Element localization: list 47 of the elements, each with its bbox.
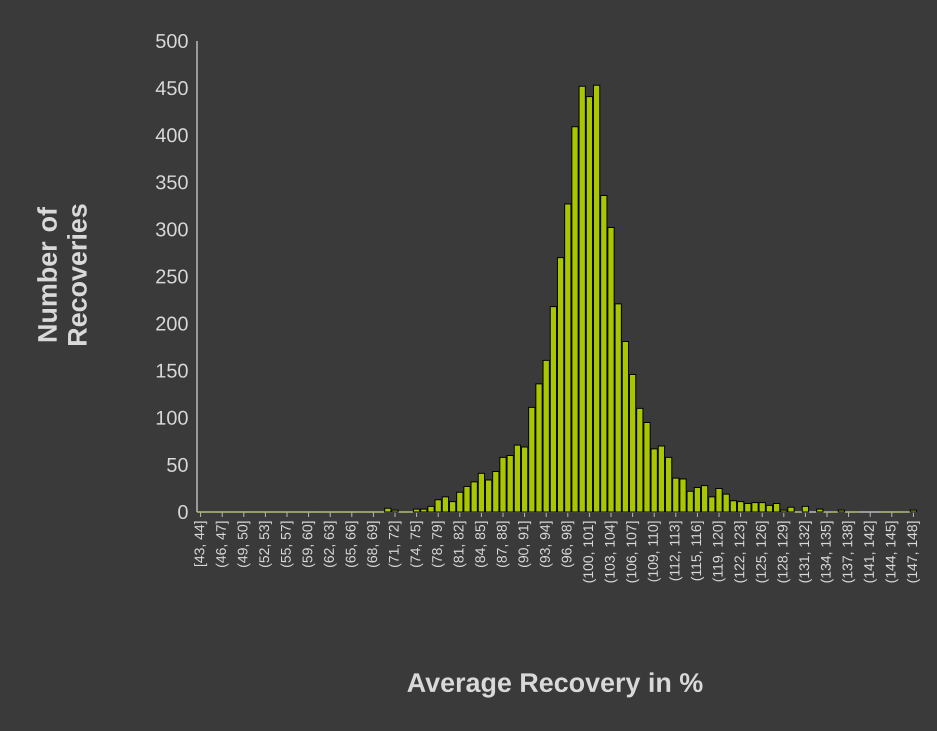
x-tick-label: (71, 72]	[388, 522, 402, 567]
y-tick-label: 200	[156, 316, 188, 331]
x-tick-label: (81, 82]	[453, 522, 466, 567]
y-tick-label: 150	[156, 364, 188, 378]
x-tick-label: (78, 79]	[432, 522, 445, 567]
x-tick-label: (141, 142]	[864, 522, 877, 582]
x-tick-label: (90, 91]	[518, 522, 532, 567]
y-tick-label: 500	[156, 34, 188, 48]
x-tick-label: (59, 60]	[302, 522, 316, 567]
x-tick-label: (100, 101]	[582, 522, 596, 582]
x-tick-label: (115, 116]	[690, 522, 704, 580]
y-tick-label: 400	[156, 128, 188, 142]
x-tick-label: [43, 44]	[194, 522, 208, 566]
x-tick-label: (52, 53]	[258, 522, 272, 567]
x-tick-label: (84, 85]	[474, 522, 488, 567]
x-tick-label: (147, 148]	[906, 522, 920, 582]
x-tick-label: (96, 98]	[561, 522, 574, 567]
x-tick-label: (62, 63]	[324, 522, 337, 567]
x-tick-label: (125, 126]	[756, 522, 769, 582]
x-tick-label: (74, 75]	[410, 522, 424, 567]
x-tick-label: (46, 47]	[216, 522, 229, 567]
y-tick-label: 250	[156, 269, 188, 284]
x-tick-label: (109, 110]	[648, 522, 661, 582]
y-tick-label: 100	[156, 410, 188, 425]
x-tick-label: (93, 94]	[540, 522, 553, 567]
x-tick-label: (87, 88]	[496, 522, 510, 567]
x-tick-label: (131, 132]	[798, 522, 812, 582]
y-tick-label: 450	[156, 81, 188, 96]
x-tick-label: (137, 138]	[842, 522, 856, 582]
x-tick-label: (106, 107]	[626, 522, 640, 582]
x-tick-label: (128, 129]	[777, 522, 790, 582]
y-tick-label: 350	[156, 175, 188, 190]
x-tick-label: (65, 66]	[345, 522, 358, 567]
x-tick-label: (134, 135]	[820, 522, 834, 582]
y-tick-label: 50	[167, 458, 188, 472]
x-tick-label: (68, 69]	[366, 522, 380, 567]
y-axis-title: Number of Recoveries	[37, 204, 87, 345]
y-tick-label: 300	[156, 222, 188, 236]
y-tick-label: 0	[178, 504, 188, 520]
x-tick-label: (112, 113]	[669, 522, 682, 580]
x-tick-label: (119, 120]	[712, 522, 726, 582]
x-tick-label: (49, 50]	[237, 522, 250, 567]
x-tick-label: (144, 145]	[885, 522, 898, 582]
x-tick-label: (103, 104]	[604, 522, 618, 582]
x-tick-label: (55, 57]	[280, 522, 294, 567]
x-tick-label: (122, 123]	[734, 522, 748, 582]
x-axis-title: Average Recovery in %	[407, 672, 703, 698]
